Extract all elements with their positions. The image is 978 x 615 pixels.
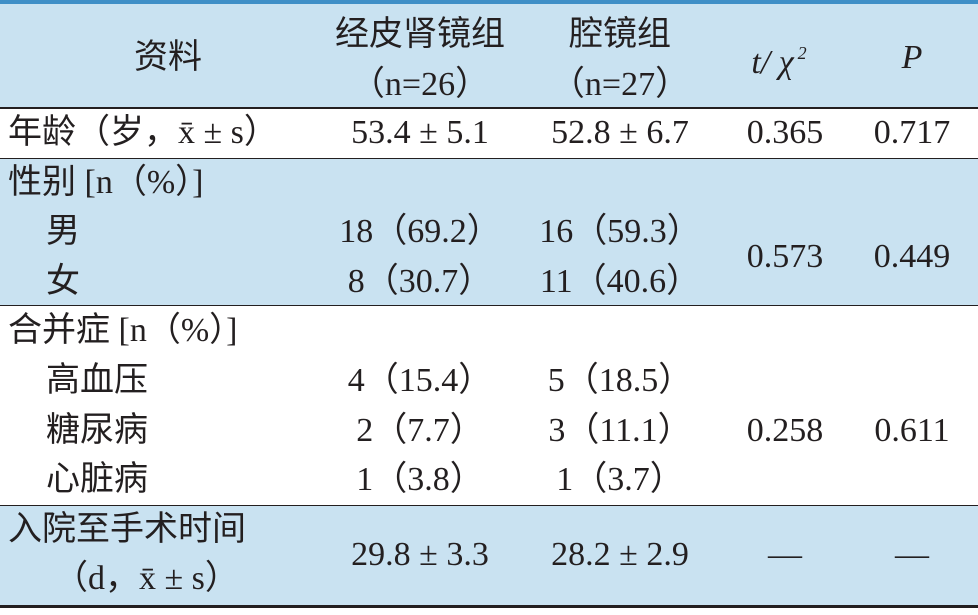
value: 16（59.3） [539, 213, 701, 251]
header-cell: P [901, 39, 923, 76]
rule [0, 505, 978, 506]
value: 53.4 ± 5.1 [351, 114, 489, 151]
value: 29.8 ± 3.3 [351, 535, 489, 573]
rule [0, 605, 978, 608]
row-label: （d，x̄ ± s） [54, 560, 239, 598]
stat: 0.365 [746, 114, 824, 151]
item-label: 心脏病 [46, 461, 148, 499]
header-band [0, 4, 978, 108]
value: 28.2 ± 2.9 [551, 535, 689, 573]
stat: 0.611 [874, 411, 950, 449]
value: 18（69.2） [339, 213, 501, 251]
value: 1（3.7） [556, 461, 684, 499]
header-cell: 腔镜组 [569, 16, 671, 53]
stat: 0.573 [746, 238, 824, 275]
value: 11（40.6） [539, 262, 701, 300]
item-label: 男 [46, 213, 80, 251]
row-label: 年龄（岁，x̄ ± s） [8, 114, 278, 151]
stat: 0.449 [873, 238, 951, 275]
stat: 0.717 [873, 114, 951, 151]
header-cell: （n=27） [550, 66, 690, 103]
rule [0, 107, 978, 109]
row-label: 入院至手术时间 [8, 510, 246, 548]
stat: 0.258 [746, 411, 824, 449]
value: 4（15.4） [347, 362, 493, 399]
header-cell: 资料 [134, 39, 202, 76]
value: 5（18.5） [547, 362, 693, 399]
rule [0, 305, 978, 306]
superscript: 2 [797, 43, 807, 63]
header-cell: 经皮肾镜组 [335, 16, 505, 53]
value: 3（11.1） [548, 411, 692, 449]
value: 52.8 ± 6.7 [551, 114, 689, 151]
value: 8（30.7） [347, 262, 493, 300]
row-label: 合并症 [n（%）] [8, 312, 238, 350]
stat: — [768, 535, 802, 573]
value: 2（7.7） [356, 411, 484, 449]
header-cell: （n=26） [350, 66, 490, 103]
row-band [0, 159, 978, 305]
row-label: 性别 [n（%）] [8, 163, 204, 201]
stat: — [895, 535, 929, 573]
row-band [0, 506, 978, 605]
top-accent [0, 0, 978, 4]
rule [0, 158, 978, 159]
item-label: 高血压 [46, 362, 148, 399]
value: 1（3.8） [356, 461, 484, 499]
item-label: 女 [46, 262, 80, 300]
item-label: 糖尿病 [46, 411, 148, 449]
